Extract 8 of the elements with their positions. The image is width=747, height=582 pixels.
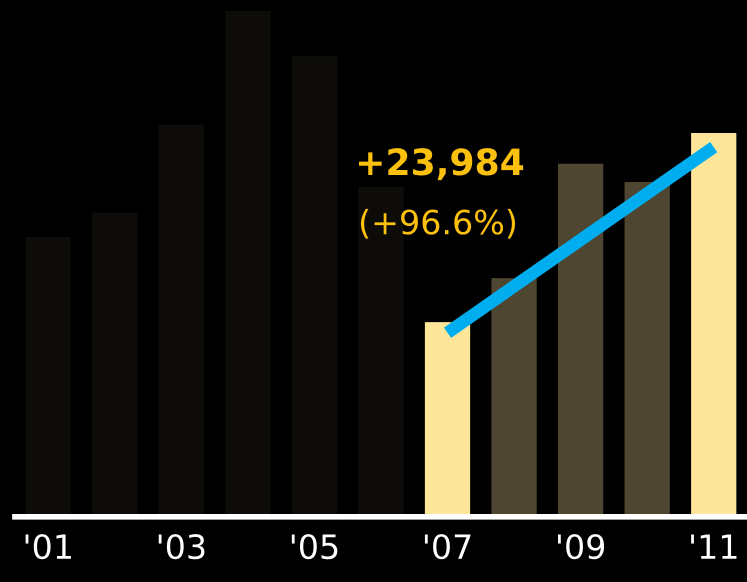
x-tick-label: '05 <box>292 534 338 560</box>
x-tick-label: '11 <box>691 534 736 559</box>
x-tick-label: '09 <box>558 534 604 560</box>
x-tick-label: '03 <box>158 534 204 560</box>
x-tick-label: '07 <box>424 534 470 560</box>
annotation: +23,984 <box>359 148 524 180</box>
x-tick-label: '01 <box>26 534 71 560</box>
annotation: (+96.6%) <box>360 208 516 239</box>
